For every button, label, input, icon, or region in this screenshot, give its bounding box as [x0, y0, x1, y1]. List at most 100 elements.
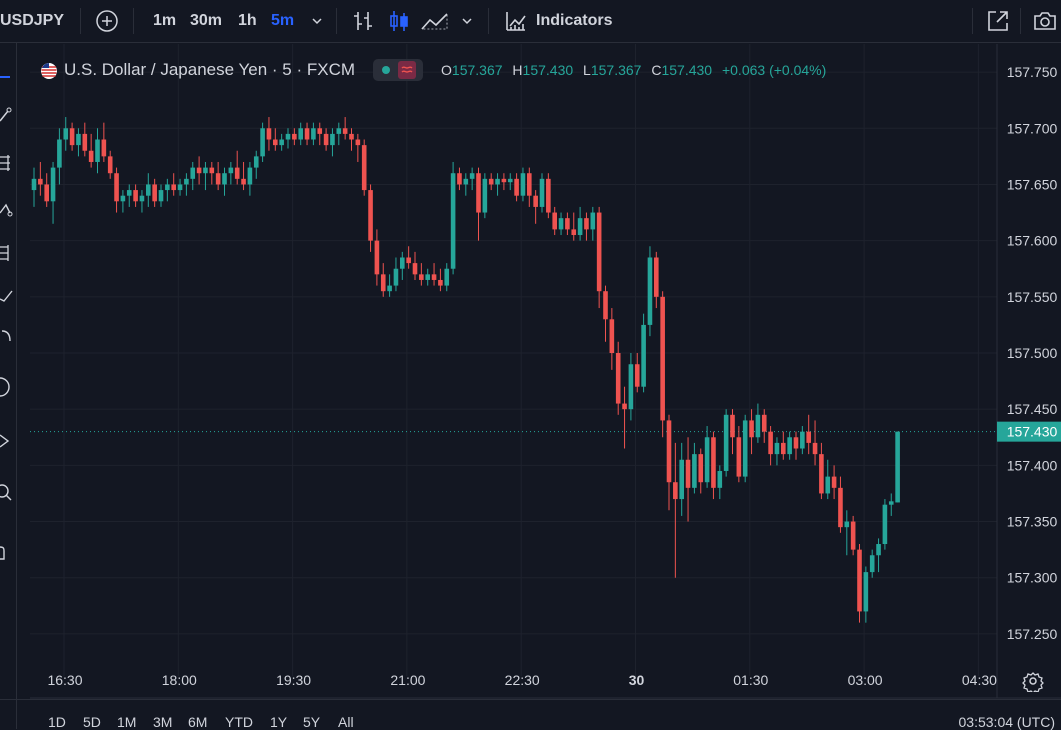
candle-body	[488, 178, 494, 185]
market-status-pill[interactable]	[373, 59, 424, 81]
candle-body	[838, 487, 843, 528]
zoom-in-tool-icon[interactable]	[0, 483, 16, 503]
candle-body	[584, 218, 589, 230]
range-6m-button[interactable]: 6M	[188, 714, 208, 730]
range-5y-button[interactable]: 5Y	[303, 714, 321, 730]
candle-body	[222, 173, 227, 185]
range-all-button[interactable]: All	[338, 714, 354, 730]
toolbar-divider	[133, 8, 134, 34]
bar-chart-type-button[interactable]	[352, 0, 374, 42]
candle-body	[203, 167, 208, 174]
price-tick-label: 157.300	[1007, 570, 1058, 586]
candle-body	[146, 184, 151, 196]
open-external-icon	[988, 11, 1008, 31]
cursor-tool-icon[interactable]	[0, 65, 16, 85]
candles-chart-type-button[interactable]	[388, 0, 410, 42]
range-5d-button[interactable]: 5D	[83, 714, 101, 730]
range-1y-button[interactable]: 1Y	[270, 714, 288, 730]
interval-5m-button[interactable]: 5m	[271, 12, 295, 29]
candle-body	[419, 274, 424, 280]
price-tick-label: 157.750	[1007, 64, 1058, 80]
candle-body	[882, 504, 888, 545]
candle-body	[120, 195, 126, 202]
utc-clock[interactable]: 03:53:04 (UTC)	[958, 714, 1055, 730]
us-flag-icon	[41, 62, 57, 79]
candle-body	[158, 190, 164, 202]
range-ytd-button[interactable]: YTD	[225, 714, 253, 730]
candle-body	[425, 274, 430, 280]
price-axis[interactable]: 157.750 157.700 157.650 157.600 157.550 157.5…	[996, 44, 1058, 698]
interval-1m-button[interactable]: 1m	[153, 12, 177, 29]
candle-body	[107, 156, 113, 174]
snapshot-button[interactable]	[1032, 0, 1058, 42]
indicators-button[interactable]: Indicators	[504, 0, 612, 42]
approx-icon	[397, 61, 416, 79]
candle-body	[558, 218, 564, 230]
compare-symbol-button[interactable]	[95, 0, 119, 42]
high-label: H	[512, 62, 523, 78]
candle-body	[533, 195, 538, 207]
area-chart-type-button[interactable]	[420, 0, 450, 42]
trend-line-tool-icon[interactable]	[0, 105, 16, 125]
low-value: 157.367	[590, 62, 642, 78]
plus-circle-icon	[96, 10, 118, 32]
price-tick-label: 157.500	[1007, 345, 1058, 361]
candle-body	[698, 454, 704, 483]
text-tool-icon[interactable]	[0, 327, 16, 347]
chevron-down-icon	[312, 18, 322, 25]
price-tick-label: 157.400	[1007, 457, 1058, 473]
candle-body	[673, 482, 678, 500]
candle-body	[266, 128, 272, 140]
candle-body	[704, 437, 710, 483]
time-tick-label: 21:00	[390, 672, 425, 688]
candle-body	[615, 353, 621, 404]
candle-body	[139, 195, 145, 202]
candle-body	[253, 156, 259, 168]
candle-body	[552, 212, 557, 230]
emoji-tool-icon[interactable]	[0, 377, 16, 397]
candle-body	[38, 178, 43, 185]
last-price-badge	[997, 421, 1061, 442]
price-tick-label: 157.700	[1007, 120, 1058, 136]
candle-body	[285, 133, 291, 140]
measure-tool-icon[interactable]	[0, 431, 16, 451]
gear-icon	[1022, 672, 1044, 694]
time-axis[interactable]: 16:30 18:00 19:30 21:00 22:30 30 01:30 03:00 04:…	[30, 672, 1061, 699]
candle-body	[482, 178, 488, 213]
pattern-tool-icon[interactable]	[0, 199, 16, 219]
candle-body	[666, 420, 672, 483]
chart-type-dropdown[interactable]	[460, 0, 474, 42]
indicators-icon	[506, 12, 526, 31]
fib-tool-icon[interactable]	[0, 153, 16, 173]
interval-1h-button[interactable]: 1h	[238, 12, 257, 29]
brush-tool-icon[interactable]	[0, 285, 16, 305]
range-1d-button[interactable]: 1D	[48, 714, 66, 730]
chart-settings-button[interactable]	[1022, 670, 1044, 694]
candle-body	[495, 178, 500, 185]
candle-body	[501, 178, 507, 183]
intervals-dropdown[interactable]	[310, 0, 324, 42]
candle-body	[869, 555, 875, 573]
candle-body	[44, 184, 49, 202]
fullscreen-button[interactable]	[986, 0, 1010, 42]
candle-body	[571, 229, 577, 236]
close-label: C	[651, 62, 662, 78]
candle-body	[781, 442, 786, 455]
candle-body	[330, 133, 335, 146]
candle-body	[431, 274, 437, 280]
symbol-search-button[interactable]: USDJPY	[0, 12, 65, 29]
open-value: 157.367	[451, 62, 503, 78]
range-1m-button[interactable]: 1M	[117, 714, 137, 730]
candle-body	[304, 128, 310, 140]
toolbar-divider	[1020, 8, 1021, 34]
interval-30m-button[interactable]: 30m	[190, 12, 223, 29]
candle-body	[469, 173, 475, 179]
range-3m-button[interactable]: 3M	[153, 714, 173, 730]
candle-body	[177, 184, 183, 191]
prediction-tool-icon[interactable]	[0, 243, 16, 263]
candle-body	[755, 414, 761, 438]
lock-drawings-icon[interactable]	[0, 541, 16, 561]
candle-body	[539, 178, 545, 207]
candle-body	[190, 167, 196, 179]
